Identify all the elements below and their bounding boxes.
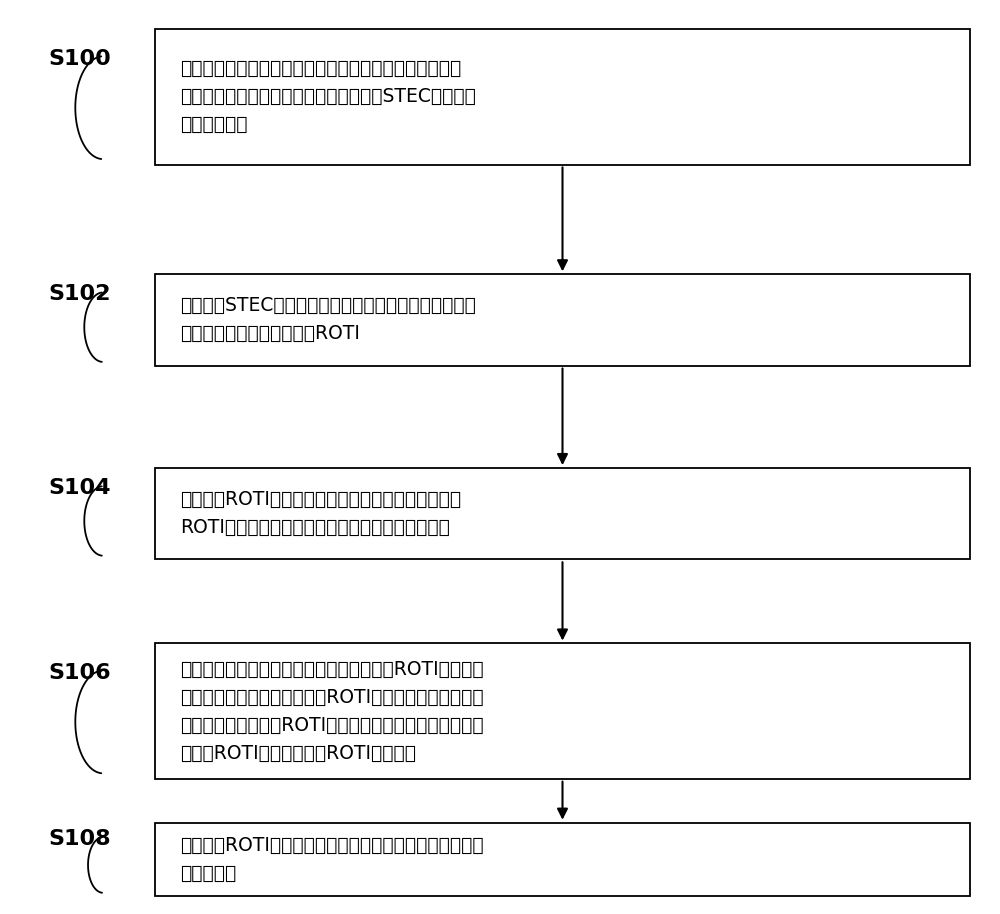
Text: 根据多个STEC、以及多个穿刺点仰角计算多个真实电离
层电子总含量的变化率指数ROTI: 根据多个STEC、以及多个穿刺点仰角计算多个真实电离 层电子总含量的变化率指数R… xyxy=(180,296,476,344)
FancyBboxPatch shape xyxy=(155,29,970,165)
FancyBboxPatch shape xyxy=(155,823,970,896)
Text: 实时获取多个监测站监测到的多个卫星的多个穿刺点经纬
度信息、多个倾斜路径电离层总电子含量STEC、以及多
个穿刺点仰角: 实时获取多个监测站监测到的多个卫星的多个穿刺点经纬 度信息、多个倾斜路径电离层总… xyxy=(180,59,476,134)
Text: 根据真实ROTI对应的穿刺点经纬度信息，将各个真实
ROTI划分进预先设置的经纬度网格地图的多个网格: 根据真实ROTI对应的穿刺点经纬度信息，将各个真实 ROTI划分进预先设置的经纬… xyxy=(180,490,461,537)
Text: 根据目标ROTI的大小为经纬度网格地图标注电离层闪烁强
弱程度信息: 根据目标ROTI的大小为经纬度网格地图标注电离层闪烁强 弱程度信息 xyxy=(180,835,484,883)
FancyBboxPatch shape xyxy=(155,274,970,366)
Text: S104: S104 xyxy=(48,478,110,498)
Text: S108: S108 xyxy=(48,829,111,849)
FancyBboxPatch shape xyxy=(155,643,970,779)
Text: S106: S106 xyxy=(48,664,111,684)
FancyBboxPatch shape xyxy=(155,468,970,559)
Text: 根据经纬度网格地图中的网格中的多个真实ROTI确定经纬
度网格地图的对应网格的目标ROTI根据经纬度网格地图中
的网格中的多个真实ROTI确定经纬度网格地图的对: 根据经纬度网格地图中的网格中的多个真实ROTI确定经纬 度网格地图的对应网格的目… xyxy=(180,660,484,762)
Text: S102: S102 xyxy=(48,284,110,304)
Text: S100: S100 xyxy=(48,49,111,69)
